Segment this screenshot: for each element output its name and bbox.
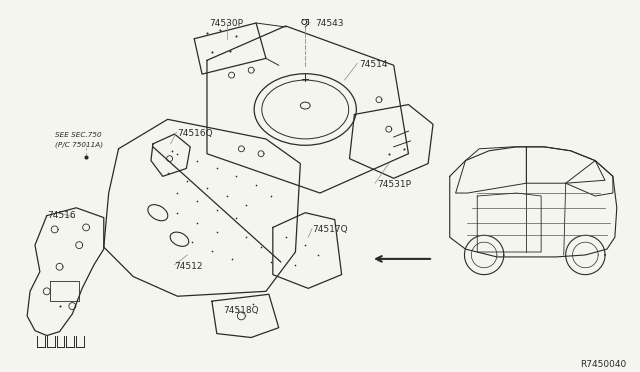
Text: 74512: 74512 xyxy=(175,262,203,271)
Text: 74516Q: 74516Q xyxy=(177,129,213,138)
Text: 74517Q: 74517Q xyxy=(312,225,348,234)
Text: 74530P: 74530P xyxy=(209,19,243,28)
Text: 74543: 74543 xyxy=(315,19,344,28)
Text: 74516: 74516 xyxy=(47,211,76,220)
Text: 74518Q: 74518Q xyxy=(224,306,259,315)
Text: (P/C 75011A): (P/C 75011A) xyxy=(54,142,103,148)
Text: 74514: 74514 xyxy=(359,60,388,69)
Text: 74531P: 74531P xyxy=(377,180,411,189)
Text: SEE SEC.750: SEE SEC.750 xyxy=(54,132,101,138)
Text: R7450040: R7450040 xyxy=(580,360,627,369)
